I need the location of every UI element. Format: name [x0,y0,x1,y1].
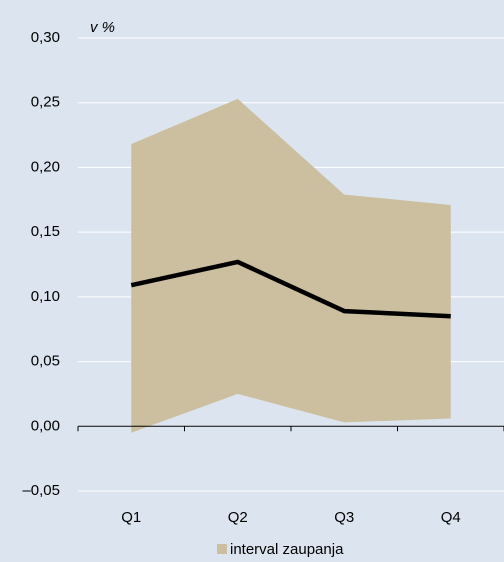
y-tick-label: 0,00 [31,417,60,434]
y-tick-label: 0,05 [31,353,60,370]
y-tick-label: 0,10 [31,288,60,305]
confidence-band [131,98,451,433]
line [130,259,451,319]
legend-swatch [217,544,227,554]
x-tick-label: Q4 [441,509,461,526]
y-tick-label: 0,15 [31,223,60,240]
x-tick-label: Q3 [334,509,354,526]
x-tick-label: Q2 [228,509,248,526]
y-tick-label: –0,05 [22,482,60,499]
legend-label: interval zaupanja [230,541,344,558]
y-tick-label: 0,25 [31,94,60,111]
x-tick-label: Q1 [121,509,141,526]
y-axis-label: v % [90,19,115,36]
y-tick-label: 0,30 [31,29,60,46]
y-tick-label: 0,20 [31,158,60,175]
